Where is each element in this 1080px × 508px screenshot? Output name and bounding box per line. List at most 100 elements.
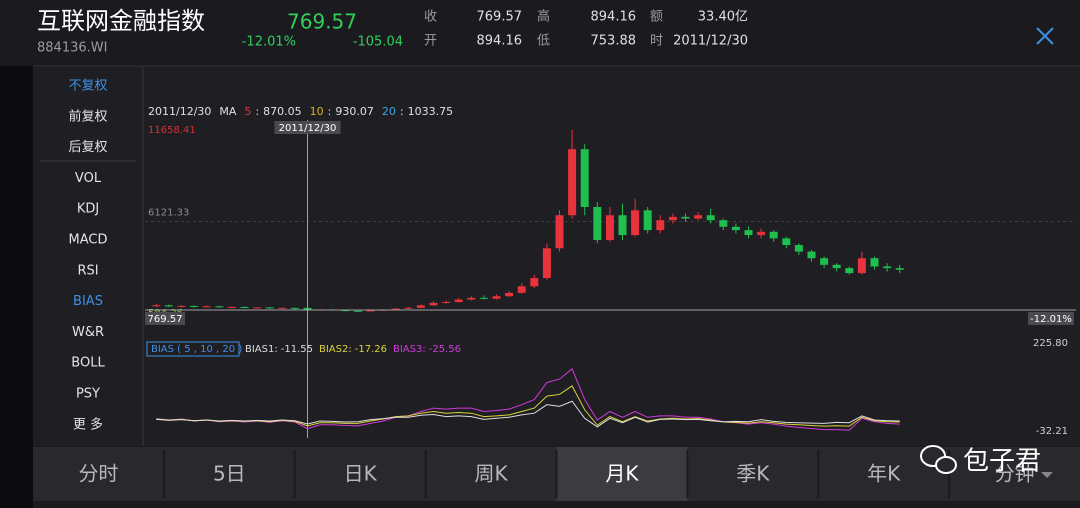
- candle-body: [706, 215, 715, 221]
- candle-body: [152, 305, 161, 307]
- candle-body: [353, 310, 362, 312]
- watermark: 包子君: [920, 445, 1041, 477]
- candle-body: [253, 307, 262, 309]
- tab[interactable]: 日K: [344, 462, 378, 486]
- bias-tick-label: -32.21: [1036, 426, 1068, 437]
- bias-value: -17.26: [355, 344, 387, 355]
- candle-body: [757, 231, 766, 236]
- y-tick-label: 11658.41: [148, 125, 196, 136]
- candle-body: [429, 302, 438, 306]
- stat-value: 2011/12/30: [673, 34, 748, 49]
- tab-selected-bg: [556, 447, 688, 501]
- sidebar-item[interactable]: 后复权: [68, 139, 107, 155]
- sidebar-item[interactable]: BOLL: [71, 356, 105, 371]
- separator: :: [422, 344, 425, 355]
- stat-label: 时: [650, 34, 663, 49]
- tab[interactable]: 分时: [78, 462, 118, 486]
- candle-body: [731, 226, 740, 231]
- change-pct: -12.01%: [242, 35, 296, 50]
- candle-body: [278, 307, 287, 309]
- candle-body: [845, 268, 854, 274]
- tab[interactable]: 季K: [736, 462, 770, 486]
- candle-body: [341, 310, 350, 312]
- candle-body: [631, 210, 640, 236]
- candle-body: [265, 307, 274, 309]
- title: 互联网金融指数: [37, 7, 205, 35]
- candle-body: [215, 306, 224, 308]
- ma-value: 870.05: [263, 105, 302, 118]
- candle-body: [467, 297, 476, 300]
- separator: :: [274, 344, 277, 355]
- price: 769.57: [287, 10, 357, 34]
- candle-body: [681, 216, 690, 219]
- candle-body: [744, 230, 753, 236]
- close-button[interactable]: [1036, 27, 1054, 45]
- candle-body: [719, 220, 728, 227]
- candle-body: [832, 264, 841, 269]
- ma-value: 1033.75: [408, 105, 454, 118]
- candle-body: [391, 308, 400, 310]
- ma-legend: 2011/12/30 MA 5:870.05 10:930.07 20:1033.75: [148, 105, 453, 118]
- stat-value: 769.57: [477, 10, 523, 25]
- separator: :: [400, 105, 404, 118]
- stat-value: 894.16: [477, 34, 523, 49]
- candle-body: [479, 297, 488, 299]
- candle-body: [883, 266, 892, 269]
- candle-body: [694, 215, 703, 219]
- tab[interactable]: 月K: [605, 462, 639, 486]
- sidebar-item[interactable]: 更 多: [73, 416, 103, 432]
- candle-body: [656, 220, 665, 231]
- candle-body: [605, 215, 614, 241]
- crosshair-value: 769.57: [148, 314, 183, 325]
- ma-period: 10: [310, 105, 324, 118]
- sidebar-item[interactable]: MACD: [69, 233, 108, 248]
- candle-body: [857, 258, 866, 274]
- crosshair-pct: -12.01%: [1030, 314, 1072, 325]
- change: -105.04: [353, 35, 403, 50]
- bias-legend-box: [146, 341, 240, 357]
- tab[interactable]: 年K: [867, 462, 901, 486]
- sidebar-item[interactable]: W&R: [72, 325, 104, 340]
- sidebar-item[interactable]: VOL: [75, 171, 102, 186]
- bias-tick-label: 225.80: [1033, 338, 1068, 349]
- separator: :: [348, 344, 351, 355]
- bias-name: BIAS3: [393, 344, 422, 355]
- sidebar-item[interactable]: RSI: [77, 263, 98, 278]
- candle-body: [668, 216, 677, 221]
- candle-body: [177, 305, 186, 307]
- sidebar-item[interactable]: PSY: [76, 387, 100, 402]
- left-strip: [0, 66, 33, 508]
- tab[interactable]: 分钟: [995, 462, 1035, 486]
- chart: 11658.416121.33584.262011/12/30MA5:870.0…: [145, 105, 1076, 438]
- watermark-text: 包子君: [963, 447, 1041, 477]
- wechat-icon: [935, 456, 957, 474]
- candle-body: [895, 268, 904, 270]
- candle-body: [454, 299, 463, 302]
- tab[interactable]: 周K: [475, 462, 509, 486]
- candle-body: [290, 307, 299, 309]
- bias-values: BIAS1: -11.55 BIAS2: -17.26 BIAS3: -25.56: [245, 344, 461, 355]
- sidebar-item[interactable]: 不复权: [68, 78, 107, 94]
- sidebar-item[interactable]: 前复权: [68, 108, 107, 124]
- ma-label: MA: [219, 105, 236, 118]
- candle-body: [202, 306, 211, 308]
- candle-body: [227, 306, 236, 308]
- tab[interactable]: 5日: [213, 462, 246, 486]
- crosshair-value-bg: [145, 311, 185, 325]
- candle-body: [404, 307, 413, 309]
- sidebar-item[interactable]: BIAS: [73, 294, 103, 309]
- bias-value: -11.55: [281, 344, 313, 355]
- stat-label: 收: [424, 10, 437, 25]
- crosshair-pct-bg: [1028, 311, 1074, 325]
- stat-value: 33.40亿: [698, 10, 748, 25]
- candle-body: [505, 292, 514, 297]
- sidebar-item[interactable]: KDJ: [77, 202, 99, 217]
- bias-value: -25.56: [429, 344, 461, 355]
- separator: :: [328, 105, 332, 118]
- stat-value: 753.88: [591, 34, 637, 49]
- header: 互联网金融指数 884136.WI 769.57 -12.01% -105.04…: [37, 7, 1054, 56]
- candle-body: [580, 149, 589, 207]
- candle-body: [542, 248, 551, 279]
